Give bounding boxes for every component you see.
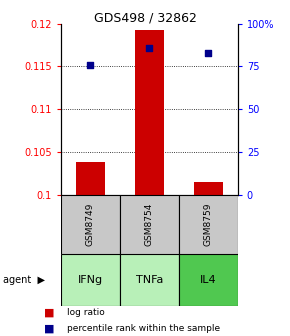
Bar <box>61 254 120 306</box>
Text: GSM8759: GSM8759 <box>204 203 213 246</box>
Text: ■: ■ <box>44 308 54 318</box>
Text: IFNg: IFNg <box>78 275 103 285</box>
Text: percentile rank within the sample: percentile rank within the sample <box>67 324 220 333</box>
Bar <box>76 162 105 195</box>
Bar <box>135 30 164 195</box>
Text: IL4: IL4 <box>200 275 217 285</box>
Bar <box>61 195 120 254</box>
Bar <box>120 195 179 254</box>
Text: GDS498 / 32862: GDS498 / 32862 <box>94 12 196 25</box>
Point <box>88 62 93 67</box>
Point <box>206 50 211 55</box>
Bar <box>120 254 179 306</box>
Text: TNFa: TNFa <box>136 275 163 285</box>
Point <box>147 45 152 50</box>
Text: agent  ▶: agent ▶ <box>3 275 45 285</box>
Bar <box>193 182 223 195</box>
Text: GSM8754: GSM8754 <box>145 203 154 246</box>
Bar <box>179 195 238 254</box>
Text: log ratio: log ratio <box>67 308 104 318</box>
Text: GSM8749: GSM8749 <box>86 203 95 246</box>
Bar <box>179 254 238 306</box>
Text: ■: ■ <box>44 324 54 334</box>
